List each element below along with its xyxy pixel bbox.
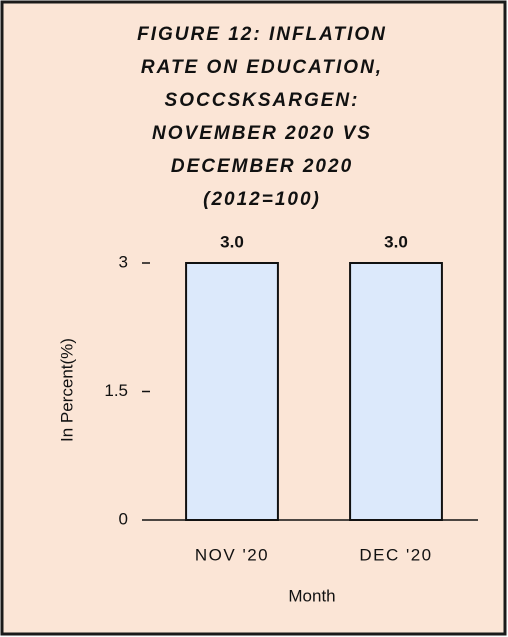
y-tick-label: 0	[119, 509, 128, 528]
data-label: 3.0	[220, 232, 244, 251]
chart-title: NOVEMBER 2020 VS	[152, 123, 372, 144]
y-tick-label: 3	[119, 252, 128, 271]
chart-title: DECEMBER 2020	[171, 156, 353, 177]
x-tick-label: NOV '20	[195, 545, 269, 564]
x-tick-label: DEC '20	[359, 545, 432, 564]
y-tick-label: 1.5	[104, 381, 128, 400]
chart-title: (2012=100)	[203, 189, 321, 210]
bar	[185, 262, 279, 521]
x-axis-label: Month	[288, 586, 335, 605]
chart-title: RATE ON EDUCATION,	[141, 57, 383, 78]
y-axis-label: In Percent(%)	[57, 338, 76, 442]
chart-title: SOCCSKSARGEN:	[165, 90, 360, 111]
chart-title: FIGURE 12: INFLATION	[137, 24, 387, 45]
bar	[349, 262, 443, 521]
data-label: 3.0	[384, 232, 408, 251]
